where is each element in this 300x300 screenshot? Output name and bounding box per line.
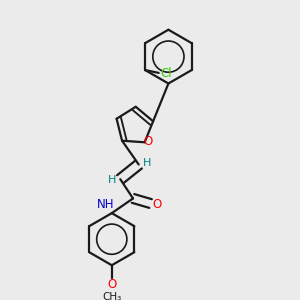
Text: H: H xyxy=(108,175,116,185)
Text: H: H xyxy=(142,158,151,168)
Text: CH₃: CH₃ xyxy=(102,292,122,300)
Text: O: O xyxy=(152,198,161,211)
Text: O: O xyxy=(143,135,153,148)
Text: Cl: Cl xyxy=(160,67,172,80)
Text: O: O xyxy=(107,278,116,291)
Text: NH: NH xyxy=(97,198,114,211)
